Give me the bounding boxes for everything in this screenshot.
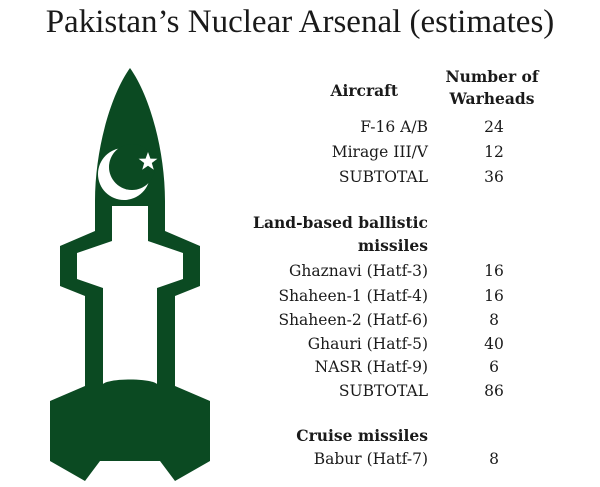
row-value: 12 bbox=[484, 143, 504, 161]
table-row: F-16 A/B 24 bbox=[220, 118, 600, 140]
row-value: 16 bbox=[484, 262, 504, 280]
row-label: SUBTOTAL bbox=[338, 382, 428, 400]
row-value: 86 bbox=[484, 382, 504, 400]
row-label: F-16 A/B bbox=[360, 118, 428, 136]
table-row-subtotal: SUBTOTAL 36 bbox=[220, 168, 600, 190]
row-label: Ghauri (Hatf-5) bbox=[307, 335, 428, 353]
page-title: Pakistan’s Nuclear Arsenal (estimates) bbox=[45, 4, 555, 40]
section-heading-line1: Land-based ballistic bbox=[253, 213, 428, 232]
section-heading-cruise: Cruise missiles bbox=[296, 426, 428, 445]
table-row: Ghaznavi (Hatf-3) 16 bbox=[220, 262, 600, 284]
table-row-subtotal: SUBTOTAL 86 bbox=[220, 382, 600, 404]
row-label: Babur (Hatf-7) bbox=[313, 450, 428, 468]
column-header-aircraft: Aircraft bbox=[330, 81, 398, 100]
table-row: Ghauri (Hatf-5) 40 bbox=[220, 335, 600, 357]
table-row: Shaheen-1 (Hatf-4) 16 bbox=[220, 287, 600, 309]
row-label: NASR (Hatf-9) bbox=[314, 358, 428, 376]
section-heading-line2: missiles bbox=[357, 236, 428, 255]
row-label: Ghaznavi (Hatf-3) bbox=[288, 262, 428, 280]
row-label: Mirage III/V bbox=[331, 143, 428, 161]
column-header-warheads: Number of Warheads bbox=[434, 66, 550, 110]
table-row: Shaheen-2 (Hatf-6) 8 bbox=[220, 311, 600, 333]
section-heading: missiles bbox=[220, 236, 600, 258]
section-heading: Land-based ballistic bbox=[220, 213, 600, 235]
table-row: NASR (Hatf-9) 6 bbox=[220, 358, 600, 380]
missile-with-pakistan-crescent-star-icon bbox=[50, 68, 210, 481]
row-value: 8 bbox=[489, 450, 499, 468]
row-label: SUBTOTAL bbox=[338, 168, 428, 186]
row-label: Shaheen-1 (Hatf-4) bbox=[278, 287, 428, 305]
table-row: Babur (Hatf-7) 8 bbox=[220, 450, 600, 472]
section-heading: Cruise missiles bbox=[220, 426, 600, 448]
header-line2: Warheads bbox=[449, 89, 535, 108]
row-label: Shaheen-2 (Hatf-6) bbox=[278, 311, 428, 329]
row-value: 6 bbox=[489, 358, 499, 376]
row-value: 16 bbox=[484, 287, 504, 305]
row-value: 8 bbox=[489, 311, 499, 329]
row-value: 36 bbox=[484, 168, 504, 186]
table-row: Mirage III/V 12 bbox=[220, 143, 600, 165]
row-value: 40 bbox=[484, 335, 504, 353]
row-value: 24 bbox=[484, 118, 504, 136]
header-line1: Number of bbox=[445, 67, 539, 86]
